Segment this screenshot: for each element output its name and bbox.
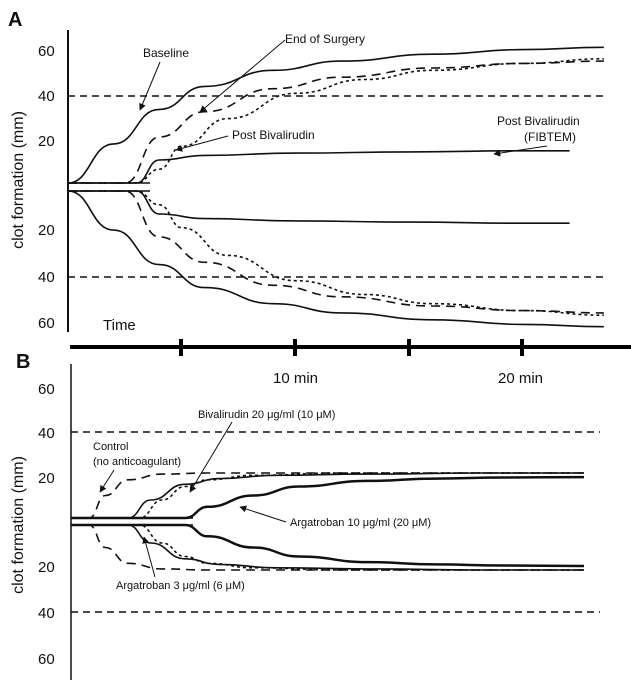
panel-a-tick-60-lower: 60: [38, 315, 55, 332]
series-b-bivalirudin-20-g-ml-10-m-lower: [71, 524, 584, 571]
label-argatroban-10: Argatroban 10 μg/ml (20 μM): [290, 517, 431, 529]
panel-b-tick-60-lower: 60: [38, 651, 55, 668]
label-fibtem-line1: Post Bivalirudin: [497, 114, 580, 128]
panel-a-time-label: Time: [103, 317, 136, 334]
panel-a-tick-20-lower: 20: [38, 222, 55, 239]
series-a-end-of-surgery-upper: [68, 60, 604, 184]
panel-a: A 60 40 20 20 40 60 clot formation (mm) …: [8, 9, 605, 334]
arrow-end-of-surgery: [199, 39, 286, 113]
panel-a-tick-60-upper: 60: [38, 43, 55, 60]
panel-b-y-label: clot formation (mm): [10, 456, 27, 594]
series-b-bivalirudin-20-g-ml-10-m-upper: [71, 472, 584, 519]
series-b-argatroban-3-g-ml-6-m-upper: [71, 472, 584, 519]
label-argatroban-3: Argatroban 3 μg/ml (6 μM): [116, 580, 245, 592]
panel-b-letter: B: [16, 351, 30, 373]
panel-a-y-label: clot formation (mm): [10, 111, 27, 249]
arrow-control: [99, 469, 115, 493]
arrow-bivalirudin: [189, 421, 233, 493]
time-label-20-min: 20 min: [498, 370, 543, 387]
series-b-control-no-anticoagulant-upper: [71, 472, 584, 519]
series-a-post-bivalirudin-upper: [68, 58, 604, 184]
label-bivalirudin: Bivalirudin 20 μg/ml (10 μM): [198, 409, 335, 421]
series-a-baseline-lower: [67, 190, 604, 328]
label-control-line2: (no anticoagulant): [93, 456, 181, 468]
series-b-control-no-anticoagulant-lower: [71, 524, 584, 571]
series-b-argatroban-3-g-ml-6-m-lower: [71, 524, 584, 571]
label-end-of-surgery: End of Surgery: [285, 32, 365, 46]
series-a-post-bivalirudin-lower: [68, 190, 604, 316]
label-control-line1: Control: [93, 441, 128, 453]
label-post-bivalirudin: Post Bivalirudin: [232, 128, 315, 142]
arrow-baseline: [139, 61, 161, 111]
series-b-argatroban-10-g-ml-20-m-lower: [71, 523, 585, 568]
panel-a-tick-40-lower: 40: [38, 269, 55, 286]
label-fibtem-line2: (FIBTEM): [524, 130, 576, 144]
panel-a-tick-40-upper: 40: [38, 88, 55, 105]
panel-b-y-ticks: 60 40 20 20 40 60: [38, 381, 55, 668]
panel-a-y-ticks: 60 40 20 20 40 60: [38, 43, 55, 332]
time-axis: 10 min 20 min: [70, 339, 631, 387]
label-baseline: Baseline: [143, 46, 189, 60]
time-label-10-min: 10 min: [273, 370, 318, 387]
arrow-argatroban-3: [142, 536, 156, 578]
panel-b-tick-20-upper: 20: [38, 470, 55, 487]
series-a-post-bivalirudin-fibtem-lower: [68, 190, 570, 224]
panel-b-series-group: [71, 472, 585, 571]
series-b-argatroban-10-g-ml-20-m-upper: [71, 475, 585, 520]
arrow-fibtem: [493, 145, 548, 157]
panel-a-tick-20-upper: 20: [38, 133, 55, 150]
arrow-post-bivalirudin: [175, 135, 229, 152]
panel-a-letter: A: [8, 9, 22, 31]
series-a-baseline-upper: [67, 46, 604, 184]
panel-b-tick-60-upper: 60: [38, 381, 55, 398]
panel-b-tick-20-lower: 20: [38, 559, 55, 576]
series-a-end-of-surgery-lower: [68, 190, 604, 314]
panel-b-tick-40-upper: 40: [38, 425, 55, 442]
arrow-argatroban-10: [239, 505, 287, 523]
panel-b: B 60 40 20 20 40 60 clot formation (mm) …: [10, 351, 600, 680]
panel-b-tick-40-lower: 40: [38, 605, 55, 622]
